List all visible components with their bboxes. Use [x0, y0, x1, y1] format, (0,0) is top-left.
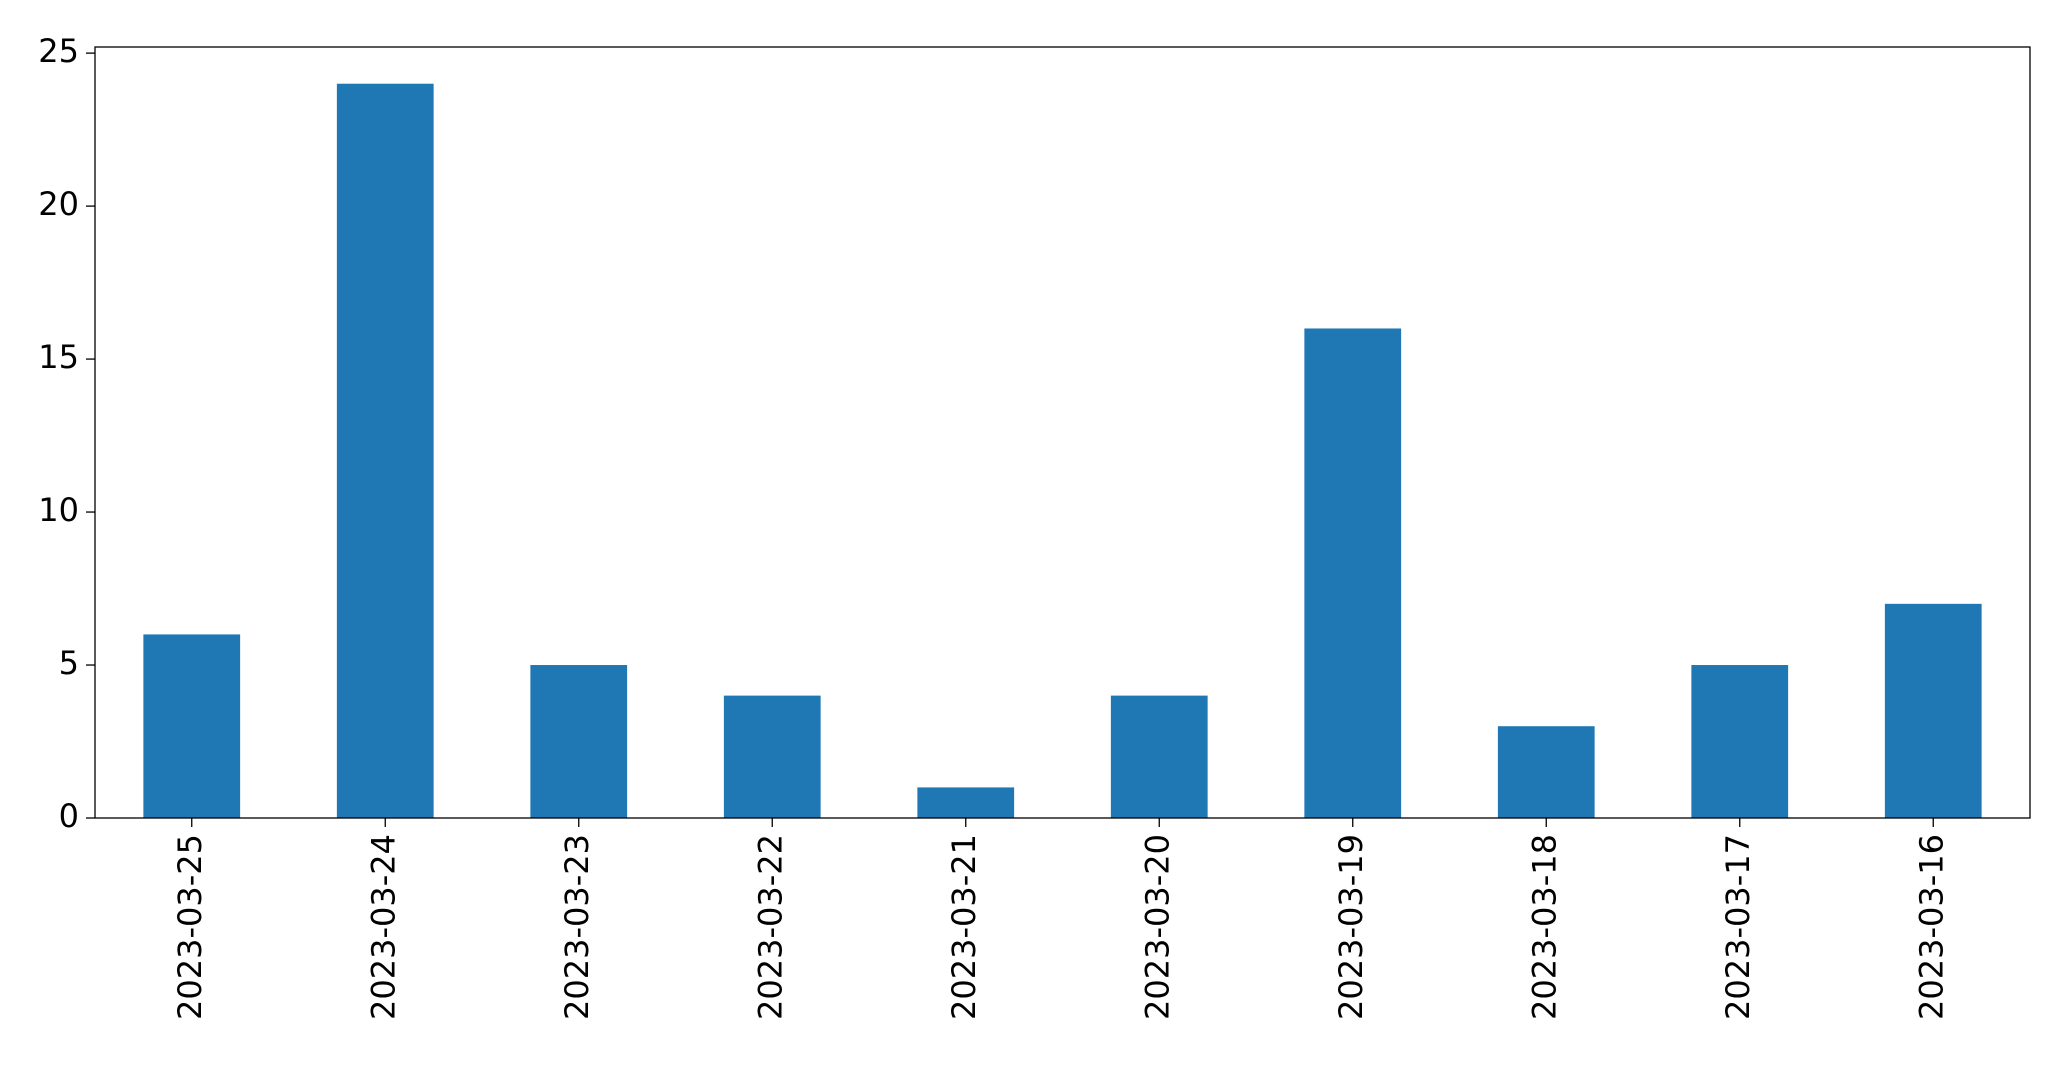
- y-tick-label: 5: [59, 644, 79, 682]
- y-tick-label: 25: [38, 32, 79, 70]
- x-tick-label: 2023-03-18: [1525, 834, 1563, 1020]
- bar: [336, 83, 434, 818]
- bar: [1110, 695, 1208, 818]
- x-tick-label: 2023-03-21: [945, 834, 983, 1020]
- x-tick-label: 2023-03-19: [1332, 834, 1370, 1020]
- x-tick-label: 2023-03-23: [558, 834, 596, 1020]
- x-tick-label: 2023-03-20: [1138, 834, 1176, 1020]
- x-tick-label: 2023-03-25: [171, 834, 209, 1020]
- plot-frame: [94, 46, 2031, 819]
- x-tick-label: 2023-03-17: [1719, 834, 1757, 1020]
- bar: [1497, 726, 1595, 818]
- y-tick-label: 10: [38, 491, 79, 529]
- x-tick-label: 2023-03-24: [364, 834, 402, 1020]
- bar: [723, 695, 821, 818]
- bar: [1884, 603, 1982, 818]
- y-tick-label: 15: [38, 338, 79, 376]
- y-tick-label: 20: [38, 185, 79, 223]
- bar: [530, 665, 628, 818]
- x-tick-label: 2023-03-22: [751, 834, 789, 1020]
- bar: [1304, 328, 1402, 818]
- x-tick-label: 2023-03-16: [1912, 834, 1950, 1020]
- bar: [143, 634, 241, 818]
- bar: [1691, 665, 1789, 818]
- y-tick-label: 0: [59, 797, 79, 835]
- bar: [917, 787, 1015, 818]
